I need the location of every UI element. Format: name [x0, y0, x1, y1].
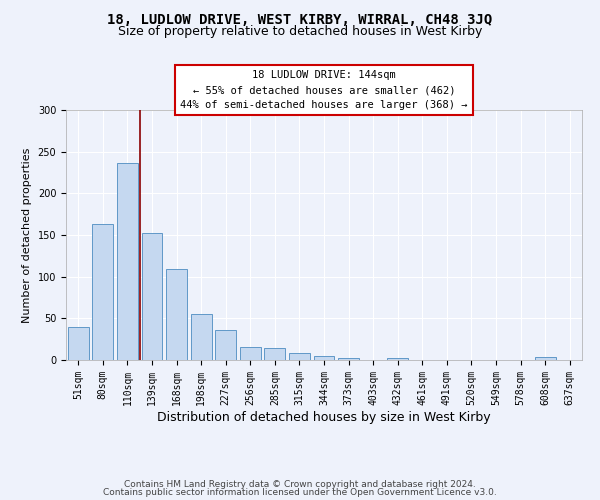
Text: 18, LUDLOW DRIVE, WEST KIRBY, WIRRAL, CH48 3JQ: 18, LUDLOW DRIVE, WEST KIRBY, WIRRAL, CH… [107, 12, 493, 26]
Bar [92, 224, 113, 360]
Bar [68, 326, 89, 360]
Bar [289, 354, 310, 360]
Bar [240, 346, 261, 360]
Bar [215, 330, 236, 360]
Bar [265, 348, 286, 360]
Text: 18 LUDLOW DRIVE: 144sqm
← 55% of detached houses are smaller (462)
44% of semi-d: 18 LUDLOW DRIVE: 144sqm ← 55% of detache… [180, 70, 468, 110]
Bar [314, 356, 334, 360]
X-axis label: Distribution of detached houses by size in West Kirby: Distribution of detached houses by size … [157, 410, 491, 424]
Bar [166, 269, 187, 360]
Bar [142, 232, 163, 360]
Bar [338, 358, 359, 360]
Bar [535, 356, 556, 360]
Text: Size of property relative to detached houses in West Kirby: Size of property relative to detached ho… [118, 25, 482, 38]
Bar [387, 358, 408, 360]
Y-axis label: Number of detached properties: Number of detached properties [22, 148, 32, 322]
Text: Contains HM Land Registry data © Crown copyright and database right 2024.: Contains HM Land Registry data © Crown c… [124, 480, 476, 489]
Text: Contains public sector information licensed under the Open Government Licence v3: Contains public sector information licen… [103, 488, 497, 497]
Bar [191, 314, 212, 360]
Bar [117, 164, 138, 360]
